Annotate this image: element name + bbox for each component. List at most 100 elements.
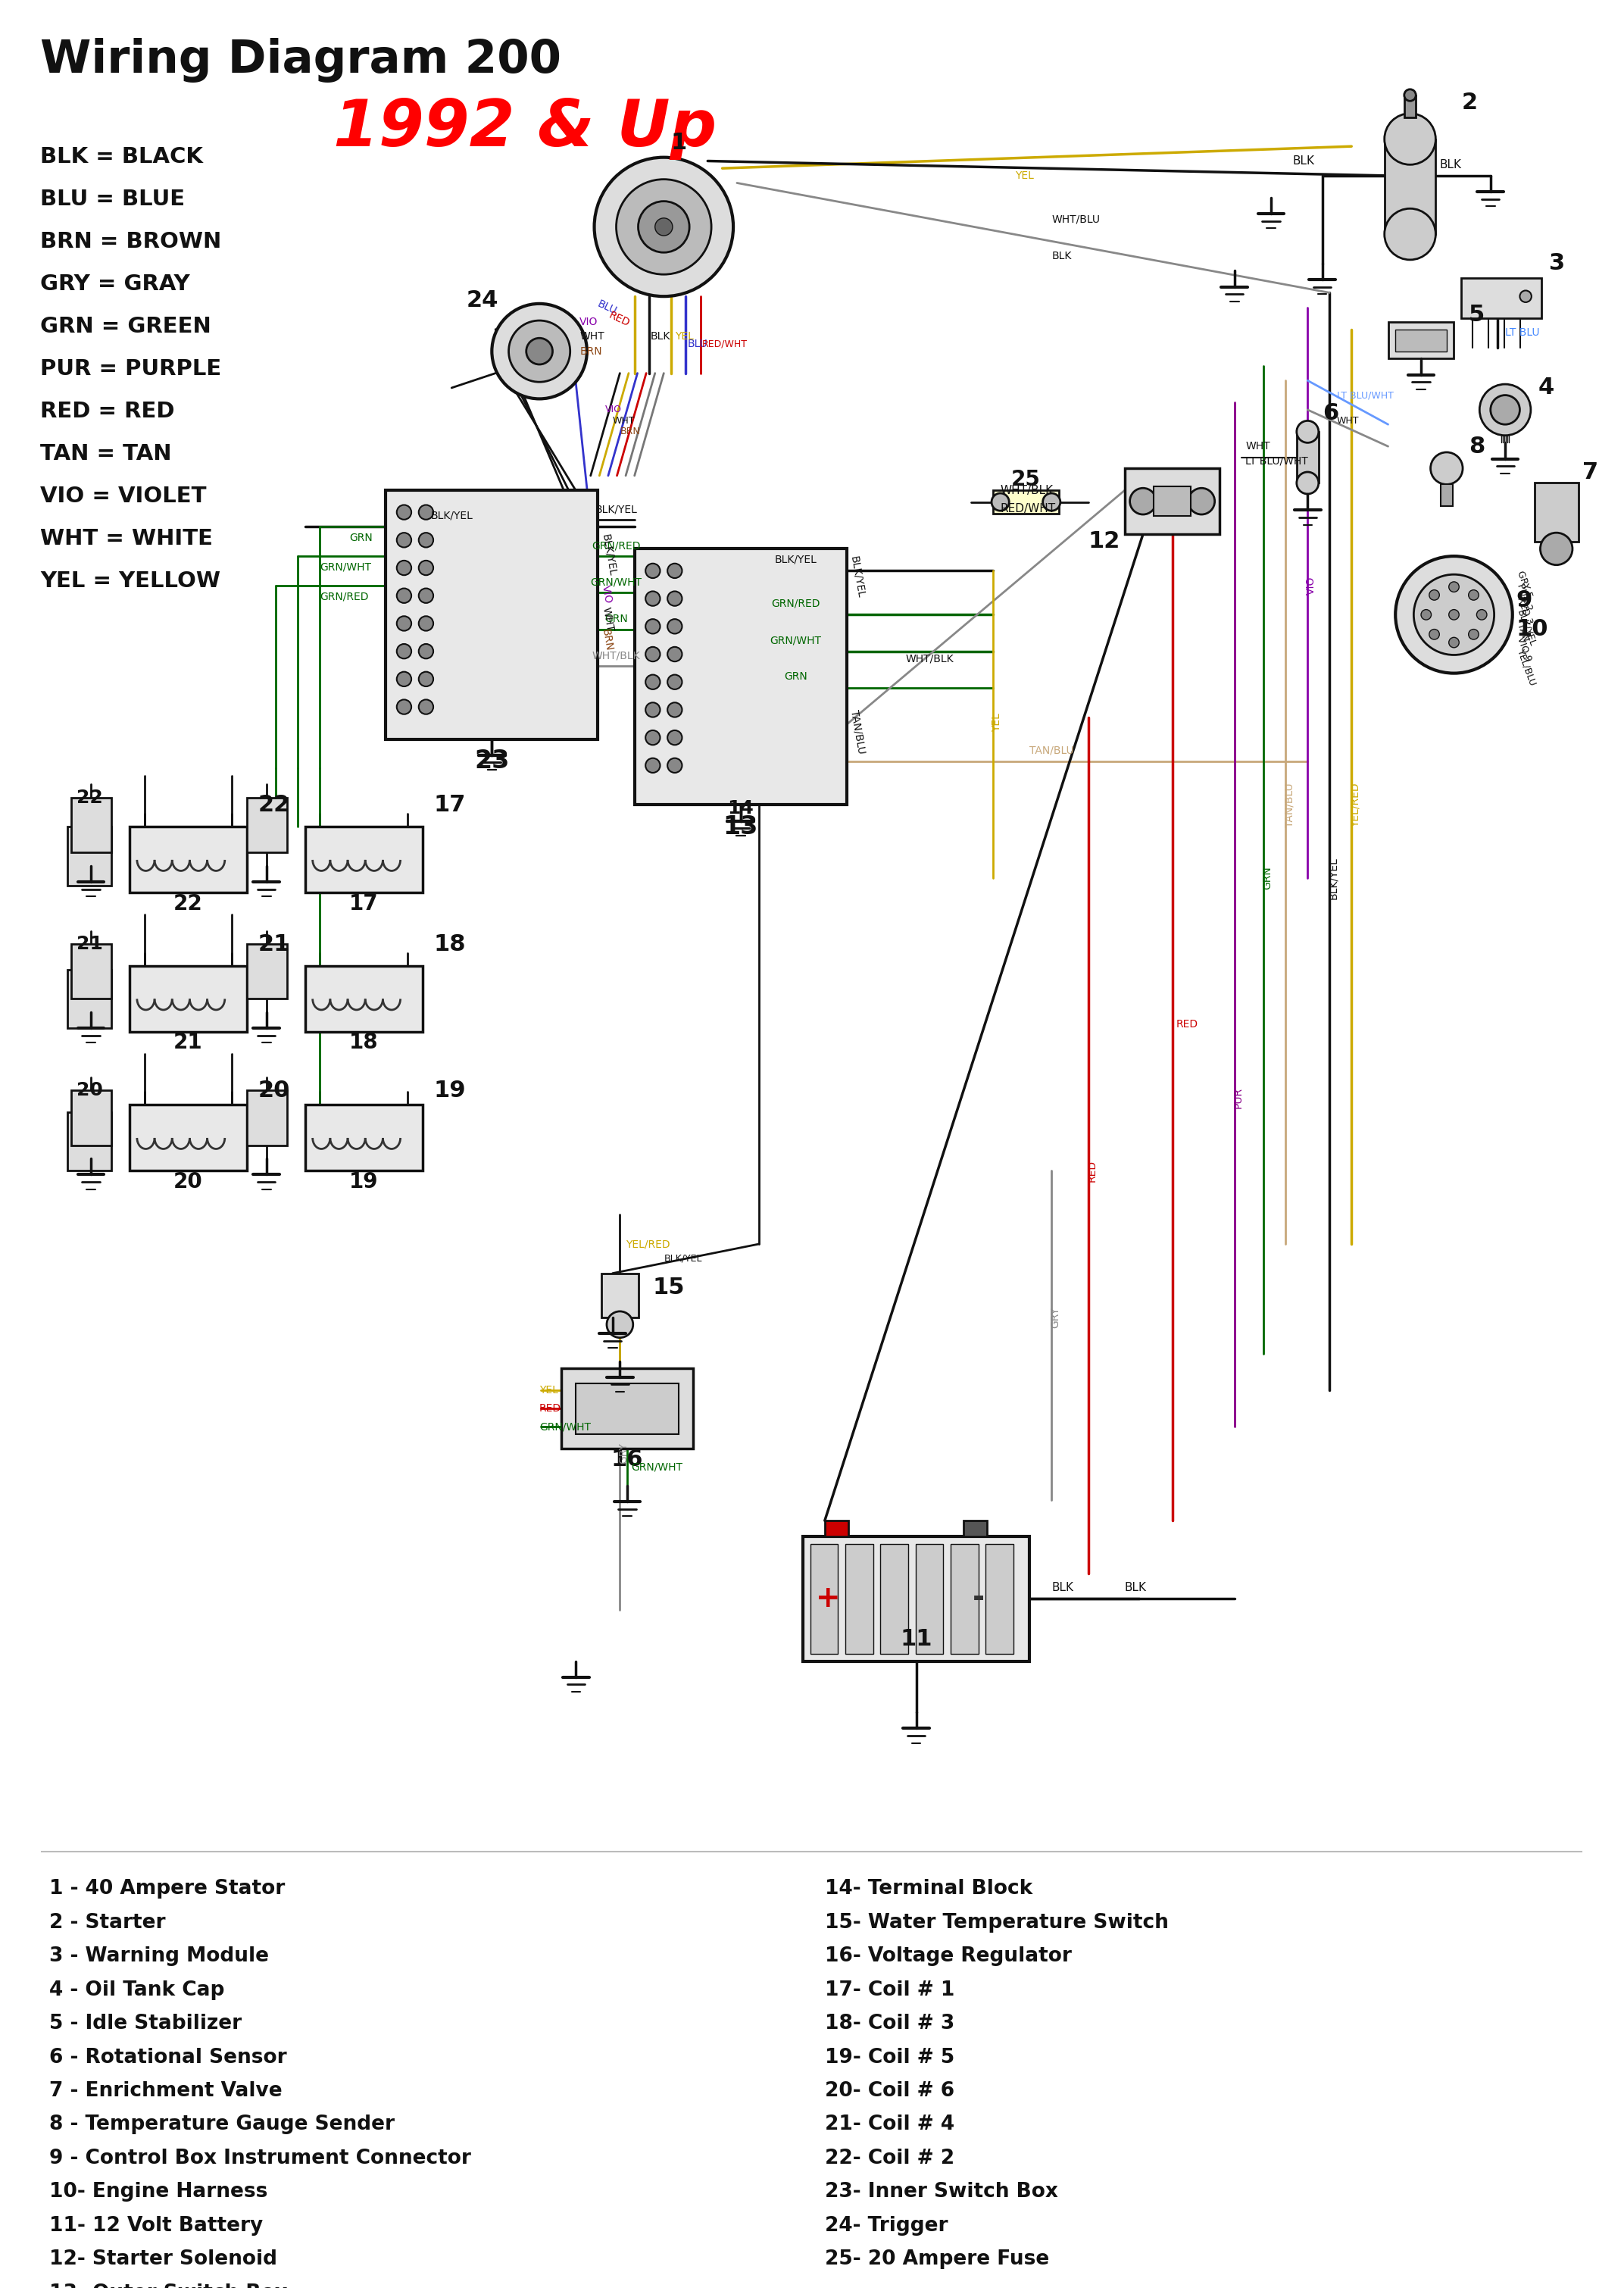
Circle shape [1540,533,1572,565]
Text: VIO: VIO [599,583,614,604]
Bar [916,1544,944,1654]
Bar [802,1538,1030,1661]
Circle shape [419,673,434,686]
Bar [880,1544,908,1654]
Circle shape [419,506,434,519]
Text: TAN = TAN: TAN = TAN [41,444,172,464]
Circle shape [1296,421,1319,442]
Text: 3: 3 [1549,252,1566,275]
Circle shape [1468,629,1479,638]
Circle shape [419,561,434,574]
Circle shape [667,702,682,716]
Text: BLK: BLK [651,332,671,341]
Bar [992,490,1059,515]
Text: LT BLU/WHT: LT BLU/WHT [1337,391,1393,400]
Text: YEL/RED: YEL/RED [1350,782,1361,828]
Text: VIO: VIO [1306,577,1317,595]
Text: BLK: BLK [1293,156,1315,167]
Text: GRN/WHT: GRN/WHT [630,1462,682,1473]
Text: VIO: VIO [606,405,622,414]
Text: WHT: WHT [1246,442,1270,451]
Text: LT BLU: LT BLU [1505,327,1540,339]
Text: 11: 11 [900,1629,932,1650]
Text: 7 - Enrichment Valve: 7 - Enrichment Valve [49,2082,283,2100]
Bar [1296,432,1319,483]
Text: BLK: BLK [1439,158,1462,169]
Circle shape [1384,114,1436,165]
Circle shape [667,563,682,579]
Bar [1384,140,1436,233]
Circle shape [492,304,586,398]
Text: YEL: YEL [539,1384,559,1396]
Circle shape [607,1311,633,1338]
Text: BLU = BLUE: BLU = BLUE [41,190,185,210]
Circle shape [1296,471,1319,494]
Text: 19: 19 [434,1080,466,1101]
Circle shape [1421,609,1431,620]
Text: 3 - Warning Module: 3 - Warning Module [49,1947,270,1965]
Text: 1: 1 [671,133,687,153]
Text: BLK: BLK [1052,1583,1073,1595]
Text: PUR: PUR [1233,1087,1244,1107]
Circle shape [419,615,434,631]
Text: 18- Coil # 3: 18- Coil # 3 [825,2013,955,2034]
Circle shape [396,643,411,659]
Text: 13- Outer Switch Box: 13- Outer Switch Box [49,2283,287,2288]
Bar [71,799,112,853]
Bar [1155,487,1190,515]
Text: 17: 17 [349,892,378,915]
Text: RED 3: RED 3 [1515,595,1535,627]
Text: BLK/YEL: BLK/YEL [599,533,617,577]
Text: BRN: BRN [620,428,640,437]
Text: BLK/YEL: BLK/YEL [1515,609,1538,648]
Text: 2 - Starter: 2 - Starter [49,1913,166,1933]
Text: 21: 21 [174,1032,203,1052]
Circle shape [419,533,434,547]
Text: VIO = VIOLET: VIO = VIOLET [41,485,206,508]
Bar [68,970,112,1027]
Text: BLK/YEL: BLK/YEL [430,510,473,522]
Text: GRY: GRY [619,1441,628,1464]
Circle shape [667,648,682,661]
Text: WHT/BLK: WHT/BLK [1000,485,1054,496]
Text: WHT: WHT [1337,416,1359,426]
Text: 18: 18 [434,934,466,954]
Text: GRY = GRAY: GRY = GRAY [41,275,190,295]
Circle shape [638,201,690,252]
Text: BLK = BLACK: BLK = BLACK [41,146,203,167]
Bar [950,1544,978,1654]
Text: 22: 22 [258,794,289,817]
Text: TAN/BLU: TAN/BLU [1285,782,1294,828]
Text: WHT/BLK: WHT/BLK [593,650,640,661]
Circle shape [1043,494,1060,510]
Circle shape [526,339,552,364]
Text: 20- Coil # 6: 20- Coil # 6 [825,2082,955,2100]
Text: WHT/BLU: WHT/BLU [1052,215,1099,224]
Bar [305,1105,422,1171]
Text: BLU: BLU [687,339,708,350]
Text: 19: 19 [349,1171,378,1192]
Text: 15: 15 [653,1277,685,1300]
Bar [387,490,598,739]
Text: TAN/BLU: TAN/BLU [1030,746,1073,755]
Bar [130,1105,247,1171]
Circle shape [1476,609,1488,620]
Circle shape [1449,581,1458,593]
Text: YEL: YEL [674,332,693,341]
Text: GRN/WHT: GRN/WHT [591,577,641,588]
Circle shape [396,561,411,574]
Text: GRN/WHT: GRN/WHT [539,1421,591,1432]
Bar [825,1522,848,1538]
Bar [1125,469,1220,533]
Text: YEL = YELLOW: YEL = YELLOW [41,570,221,593]
Circle shape [1491,396,1520,426]
Bar [844,1544,874,1654]
Text: 15- Water Temperature Switch: 15- Water Temperature Switch [825,1913,1169,1933]
Text: GRN: GRN [784,673,807,682]
Text: RED: RED [1086,1160,1098,1183]
Text: 25- 20 Ampere Fuse: 25- 20 Ampere Fuse [825,2249,1049,2270]
Text: GRN/RED: GRN/RED [771,599,820,609]
Bar [130,826,247,892]
Text: BLK/YEL: BLK/YEL [775,554,817,565]
Text: VIO 9: VIO 9 [1515,636,1533,664]
